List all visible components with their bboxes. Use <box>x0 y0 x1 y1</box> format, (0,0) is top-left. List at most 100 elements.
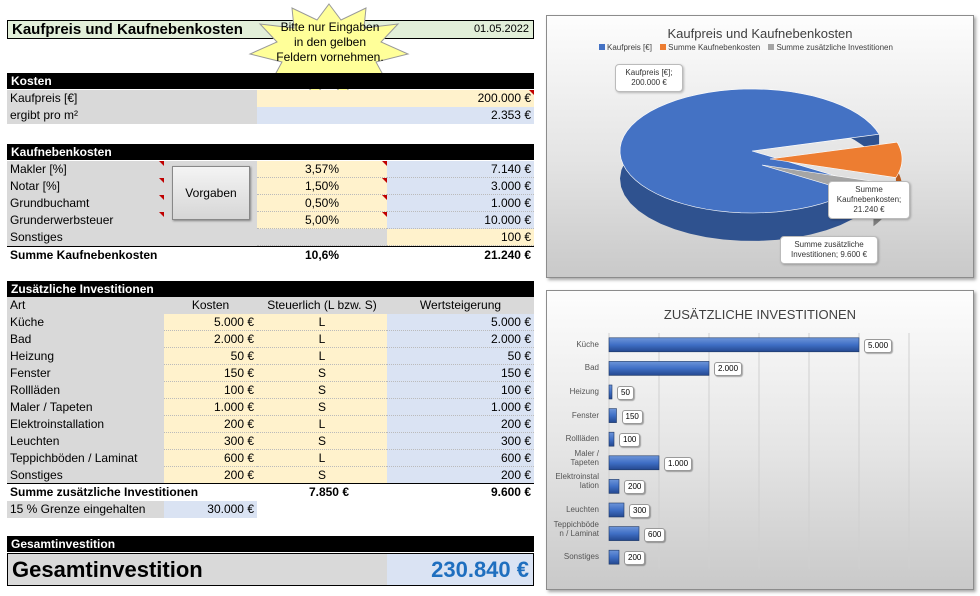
bar-maler-tapeten[interactable] <box>608 455 660 471</box>
bar-bad[interactable] <box>608 361 710 376</box>
bar-elektroinstallation[interactable] <box>608 479 620 494</box>
investition-steuer-input[interactable]: L <box>257 331 387 348</box>
page-title: Kaufpreis und Kaufnebenkosten <box>12 21 243 38</box>
investition-kosten-input[interactable]: 200 € <box>164 467 257 484</box>
investition-kosten-input[interactable]: 200 € <box>164 416 257 433</box>
nebenkosten-sum-pct: 10,6% <box>257 247 387 264</box>
investition-steuer-input[interactable]: L <box>257 314 387 331</box>
pie-chart[interactable] <box>547 16 975 279</box>
bar-fenster[interactable] <box>608 408 617 423</box>
investition-steuer-input[interactable]: L <box>257 450 387 467</box>
pie-chart-title: Kaufpreis und Kaufnebenkosten <box>667 26 853 41</box>
investition-kosten-input[interactable]: 5.000 € <box>164 314 257 331</box>
investition-kosten-input[interactable]: 600 € <box>164 450 257 467</box>
investition-wert: 5.000 € <box>387 314 534 331</box>
investition-steuer-input[interactable]: L <box>257 348 387 365</box>
nebenkosten-label: Grundbuchamt <box>7 195 164 212</box>
investitionen-sum-wert: 9.600 € <box>352 484 534 501</box>
nebenkosten-pct-input[interactable]: 1,50% <box>257 178 387 195</box>
pie-slice-nebenkosten[interactable] <box>769 141 903 178</box>
kaufpreis-input[interactable]: 200.000 € <box>257 90 534 107</box>
bar-value-label: 300 <box>629 504 651 518</box>
bar-teppichböden-laminat[interactable] <box>608 526 640 541</box>
bar-category-label: Maler / Tapeten <box>570 448 599 467</box>
nebenkosten-pct-input[interactable]: 0,50% <box>257 195 387 212</box>
nebenkosten-spacer <box>164 229 257 246</box>
bar-chart[interactable] <box>547 291 975 591</box>
bar-value-label: 50 <box>617 386 634 400</box>
bar-category-label: Bad <box>584 363 599 373</box>
bar-sonstiges[interactable] <box>608 549 620 565</box>
investition-kosten-input[interactable]: 2.000 € <box>164 331 257 348</box>
bar-heizung[interactable] <box>608 384 613 400</box>
bar-category-label: Teppichböde n / Laminat <box>553 519 599 538</box>
investition-row: Küche 5.000 € L 5.000 € <box>7 314 534 331</box>
investition-steuer-input[interactable]: S <box>257 399 387 416</box>
investition-kosten-input[interactable]: 150 € <box>164 365 257 382</box>
investitionen-sum-row: Summe zusätzliche Investitionen 7.850 € … <box>7 483 534 501</box>
investition-kosten-input[interactable]: 1.000 € <box>164 399 257 416</box>
nebenkosten-pct-input[interactable]: 3,57% <box>257 161 387 178</box>
nebenkosten-sum-row: Summe Kaufnebenkosten 10,6% 21.240 € <box>7 246 534 264</box>
legend-investitionen: Summe zusätzliche Investitionen <box>776 43 893 52</box>
nebenkosten-value[interactable]: 100 € <box>387 229 534 246</box>
bar-value-label: 5.000 <box>864 338 893 353</box>
investition-wert: 50 € <box>387 348 534 365</box>
investition-wert: 1.000 € <box>387 399 534 416</box>
bar-value-label: 600 <box>644 527 666 542</box>
bar-chart-panel[interactable]: ZUSÄTZLICHE INVESTITIONEN Küche 5.000 Bad 2… <box>546 290 974 590</box>
investition-art: Maler / Tapeten <box>7 399 164 416</box>
vorgaben-button[interactable]: Vorgaben <box>172 166 250 220</box>
pie-label-investitionen: Summe zusätzliche Investitionen; 9.600 € <box>780 236 878 264</box>
vorgaben-button-label: Vorgaben <box>185 186 237 200</box>
investition-wert: 200 € <box>387 416 534 433</box>
nebenkosten-label: Grunderwerbsteuer <box>7 212 164 229</box>
date-field: 01.05.2022 <box>473 23 529 35</box>
investition-kosten-input[interactable]: 300 € <box>164 433 257 450</box>
comment-marker <box>529 90 534 95</box>
investition-row: Sonstiges 200 € S 200 € <box>7 467 534 484</box>
investition-steuer-input[interactable]: S <box>257 433 387 450</box>
pie-chart-panel[interactable]: Kaufpreis und Kaufnebenkosten Kaufpreis … <box>546 15 974 278</box>
pie-slice-kaufpreis[interactable] <box>619 88 880 214</box>
investition-wert: 200 € <box>387 467 534 484</box>
investition-steuer-input[interactable]: L <box>257 416 387 433</box>
section-nebenkosten-header: Kaufnebenkosten <box>7 144 534 160</box>
gesamt-value: 230.840 € <box>387 554 533 585</box>
col-steuer: Steuerlich (L bzw. S) <box>257 297 387 314</box>
bar-value-label: 100 <box>619 433 641 448</box>
legend-swatch-kaufpreis <box>599 44 605 50</box>
bar-rollläden[interactable] <box>608 431 615 447</box>
investitionen-sum-label: Summe zusätzliche Investitionen <box>7 484 257 501</box>
pro-m2-row: ergibt pro m² 2.353 € <box>7 107 534 124</box>
investition-steuer-input[interactable]: S <box>257 365 387 382</box>
nebenkosten-value: 7.140 € <box>387 161 534 178</box>
investition-row: Elektroinstallation 200 € L 200 € <box>7 416 534 433</box>
investition-steuer-input[interactable]: S <box>257 467 387 484</box>
nebenkosten-label: Sonstiges <box>7 229 164 246</box>
investition-row: Heizung 50 € L 50 € <box>7 348 534 365</box>
investition-row: Maler / Tapeten 1.000 € S 1.000 € <box>7 399 534 416</box>
nebenkosten-label: Notar [%] <box>7 178 164 195</box>
kaufpreis-row: Kaufpreis [€] 200.000 € <box>7 90 534 107</box>
col-wert: Wertsteigerung <box>387 297 534 314</box>
comment-marker <box>159 161 164 166</box>
investition-art: Rollläden <box>7 382 164 399</box>
kaufpreis-label: Kaufpreis [€] <box>7 90 257 107</box>
investition-art: Leuchten <box>7 433 164 450</box>
nebenkosten-sum-value: 21.240 € <box>387 247 534 264</box>
pro-m2-value: 2.353 € <box>257 107 534 124</box>
investition-kosten-input[interactable]: 100 € <box>164 382 257 399</box>
legend-swatch-nebenkosten <box>660 44 667 50</box>
investitionen-sum-kosten: 7.850 € <box>257 484 352 501</box>
nebenkosten-row: Makler [%] 3,57% 7.140 € <box>7 161 534 178</box>
bar-leuchten[interactable] <box>608 502 625 518</box>
comment-marker <box>159 195 164 200</box>
comment-marker <box>382 195 387 200</box>
bar-küche[interactable] <box>608 337 860 353</box>
investition-kosten-input[interactable]: 50 € <box>164 348 257 365</box>
nebenkosten-pct-input[interactable]: 5,00% <box>257 212 387 229</box>
grenze-label: 15 % Grenze eingehalten <box>7 501 164 518</box>
investition-wert: 150 € <box>387 365 534 382</box>
investition-steuer-input[interactable]: S <box>257 382 387 399</box>
